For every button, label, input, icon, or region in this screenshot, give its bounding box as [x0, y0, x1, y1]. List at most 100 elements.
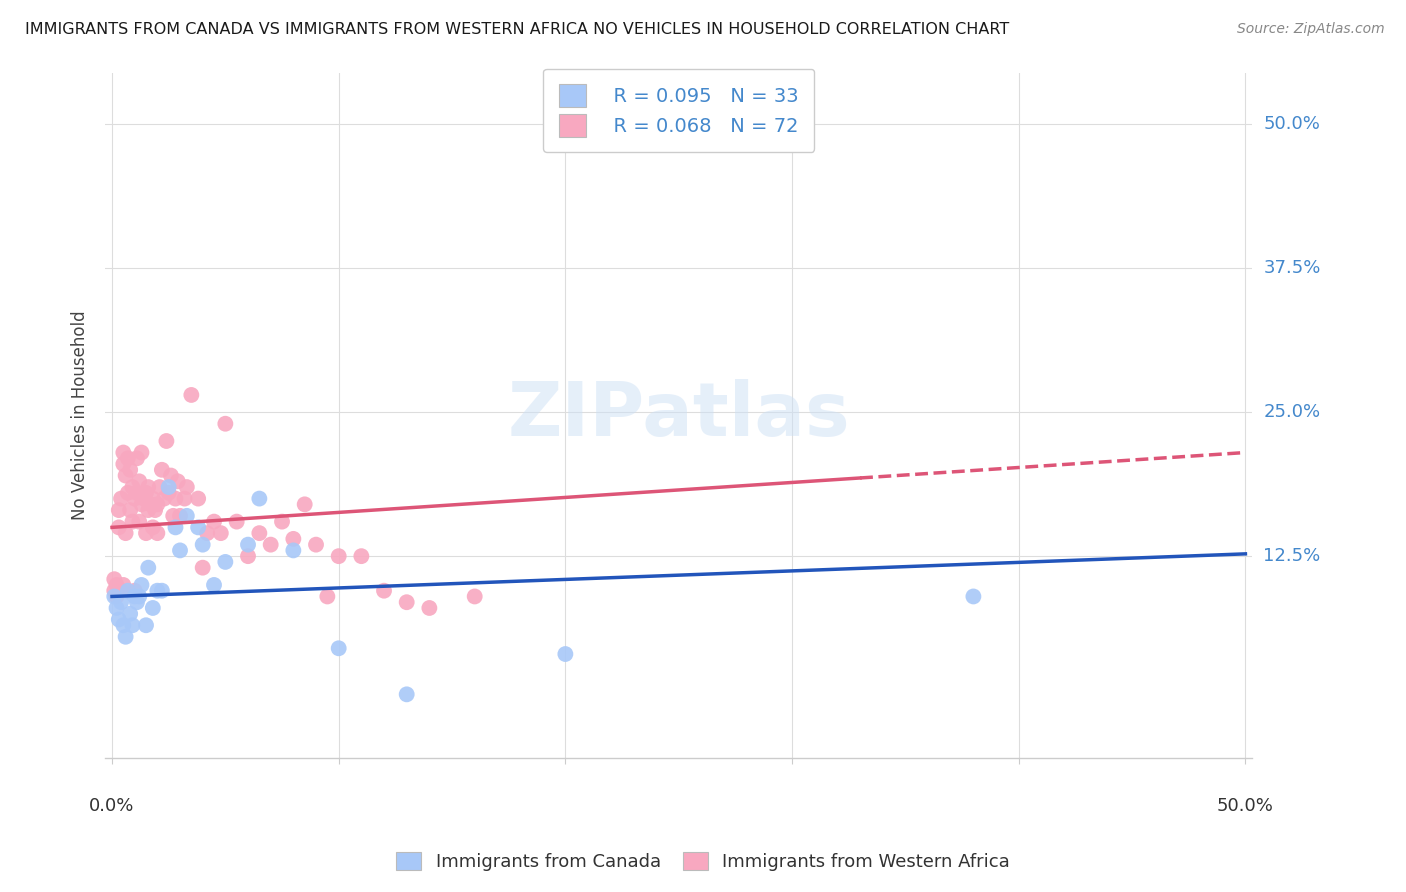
Point — [165, 491, 187, 506]
Point — [191, 560, 214, 574]
Point — [131, 497, 153, 511]
Point — [110, 583, 132, 598]
Point — [112, 618, 135, 632]
Point — [124, 583, 146, 598]
Point — [128, 475, 150, 489]
Point — [247, 526, 270, 541]
Point — [128, 515, 150, 529]
Text: 50.0%: 50.0% — [1264, 115, 1320, 133]
Point — [120, 503, 142, 517]
Point — [271, 515, 294, 529]
Point — [114, 526, 136, 541]
Text: 37.5%: 37.5% — [1264, 260, 1320, 277]
Point — [180, 388, 202, 402]
Point — [131, 578, 153, 592]
Point — [169, 508, 191, 523]
Point — [110, 595, 132, 609]
Text: IMMIGRANTS FROM CANADA VS IMMIGRANTS FROM WESTERN AFRICA NO VEHICLES IN HOUSEHOL: IMMIGRANTS FROM CANADA VS IMMIGRANTS FRO… — [25, 22, 1010, 37]
Point — [176, 480, 198, 494]
Point — [110, 491, 132, 506]
Text: ZIPatlas: ZIPatlas — [508, 378, 851, 451]
Point — [464, 590, 486, 604]
Point — [112, 457, 135, 471]
Point — [328, 641, 350, 656]
Point — [135, 526, 157, 541]
Point — [136, 560, 159, 574]
Point — [117, 451, 139, 466]
Point — [283, 543, 305, 558]
Text: Source: ZipAtlas.com: Source: ZipAtlas.com — [1237, 22, 1385, 37]
Text: 50.0%: 50.0% — [1218, 797, 1274, 814]
Point — [350, 549, 373, 563]
Point — [136, 480, 159, 494]
Point — [108, 612, 131, 626]
Point — [153, 491, 176, 506]
Point — [173, 491, 195, 506]
Point — [236, 538, 259, 552]
Point — [146, 497, 169, 511]
Point — [195, 526, 218, 541]
Point — [117, 583, 139, 598]
Point — [214, 417, 236, 431]
Point — [157, 485, 180, 500]
Point — [124, 491, 146, 506]
Point — [418, 601, 440, 615]
Point — [103, 572, 125, 586]
Legend: Immigrants from Canada, Immigrants from Western Africa: Immigrants from Canada, Immigrants from … — [389, 845, 1017, 879]
Point — [121, 515, 143, 529]
Text: 12.5%: 12.5% — [1264, 547, 1320, 566]
Point — [131, 445, 153, 459]
Point — [283, 532, 305, 546]
Point — [114, 630, 136, 644]
Point — [236, 549, 259, 563]
Point — [108, 520, 131, 534]
Point — [316, 590, 339, 604]
Point — [395, 687, 418, 701]
Point — [105, 601, 128, 615]
Point — [373, 583, 395, 598]
Point — [294, 497, 316, 511]
Point — [554, 647, 576, 661]
Text: 25.0%: 25.0% — [1264, 403, 1320, 421]
Point — [328, 549, 350, 563]
Point — [146, 526, 169, 541]
Point — [149, 480, 172, 494]
Point — [209, 526, 232, 541]
Point — [176, 508, 198, 523]
Point — [160, 468, 183, 483]
Point — [187, 491, 209, 506]
Point — [120, 463, 142, 477]
Point — [120, 607, 142, 621]
Point — [142, 491, 165, 506]
Point — [247, 491, 270, 506]
Point — [105, 590, 128, 604]
Point — [395, 595, 418, 609]
Point — [125, 595, 148, 609]
Point — [128, 590, 150, 604]
Y-axis label: No Vehicles in Household: No Vehicles in Household — [72, 310, 89, 520]
Point — [142, 601, 165, 615]
Point — [132, 491, 155, 506]
Text: 0.0%: 0.0% — [90, 797, 135, 814]
Point — [169, 543, 191, 558]
Point — [157, 480, 180, 494]
Point — [125, 485, 148, 500]
Point — [202, 578, 225, 592]
Legend:   R = 0.095   N = 33,   R = 0.068   N = 72: R = 0.095 N = 33, R = 0.068 N = 72 — [543, 69, 814, 153]
Point — [124, 590, 146, 604]
Point — [112, 445, 135, 459]
Point — [103, 590, 125, 604]
Point — [108, 503, 131, 517]
Point — [166, 475, 188, 489]
Point — [103, 583, 125, 598]
Point — [214, 555, 236, 569]
Point — [142, 520, 165, 534]
Point — [139, 497, 162, 511]
Point — [150, 463, 173, 477]
Point — [305, 538, 328, 552]
Point — [117, 485, 139, 500]
Point — [155, 434, 177, 448]
Point — [136, 503, 159, 517]
Point — [125, 451, 148, 466]
Point — [150, 583, 173, 598]
